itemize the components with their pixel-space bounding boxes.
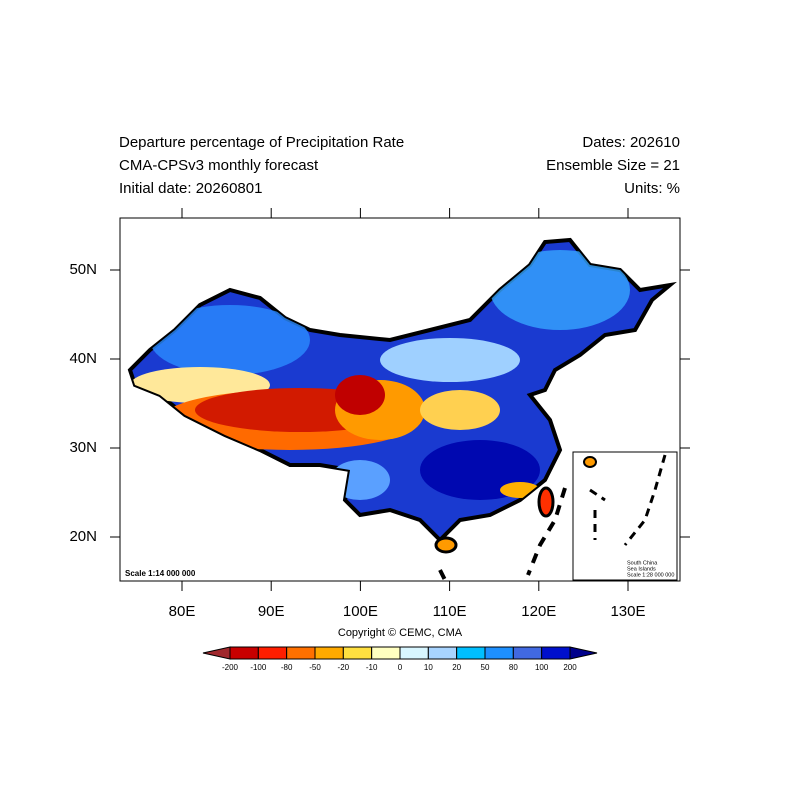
colorbar-label: 80 <box>509 663 518 672</box>
colorbar-label: 20 <box>452 663 461 672</box>
colorbar-box <box>541 646 571 660</box>
colorbar-box <box>371 646 401 660</box>
colorbar-box <box>484 646 514 660</box>
colorbar-box <box>314 646 344 660</box>
lat-label: 30N <box>69 439 97 456</box>
colorbar-label: -200 <box>222 663 239 672</box>
colorbar-box <box>427 646 458 660</box>
title-line: CMA-CPSv3 monthly forecast <box>119 157 319 174</box>
lat-label: 50N <box>69 261 97 278</box>
lon-label: 80E <box>169 603 196 620</box>
colorbar-label: -10 <box>366 663 378 672</box>
scale-text: Scale 1:14 000 000 <box>125 569 196 578</box>
title-line: Initial date: 20260801 <box>119 180 262 197</box>
inset-text: Scale 1:28 000 000 <box>627 572 674 578</box>
inset-island <box>583 456 597 468</box>
colorbar-box <box>286 646 316 660</box>
hainan <box>434 536 458 554</box>
lat-label: 40N <box>69 350 97 367</box>
lat-label: 20N <box>69 528 97 545</box>
inset-text: South China <box>627 560 658 566</box>
copyright: Copyright © CEMC, CMA <box>338 627 463 639</box>
lon-label: 90E <box>258 603 285 620</box>
lon-label: 100E <box>343 603 378 620</box>
inset-dash <box>589 454 667 546</box>
colorbar-box <box>512 646 543 660</box>
colorbar-label: 100 <box>535 663 549 672</box>
lon-label: 110E <box>433 603 467 620</box>
info-line: Ensemble Size = 21 <box>546 157 680 174</box>
colorbar-label: -80 <box>281 663 293 672</box>
title-line: Departure percentage of Precipitation Ra… <box>119 134 404 151</box>
inset-text: Sea Islands <box>627 566 656 572</box>
lon-label: 130E <box>610 603 645 620</box>
colorbar-box <box>229 646 259 660</box>
colorbar-box <box>456 646 486 660</box>
plot-frame <box>119 217 681 582</box>
lon-label: 120E <box>521 603 556 620</box>
colorbar-label: 0 <box>398 663 403 672</box>
colorbar-label: 10 <box>424 663 433 672</box>
colorbar-label: 50 <box>481 663 490 672</box>
colorbar-box <box>257 646 288 660</box>
colorbar-box <box>342 646 373 660</box>
info-line: Units: % <box>624 180 680 197</box>
colorbar-label: -20 <box>338 663 350 672</box>
boundary-dash <box>438 487 567 581</box>
colorbar-label: 200 <box>563 663 577 672</box>
map-field <box>127 237 677 581</box>
taiwan <box>537 486 555 518</box>
colorbar-box <box>399 646 429 660</box>
info-line: Dates: 202610 <box>582 134 680 151</box>
colorbar-triangle <box>569 646 598 660</box>
colorbar-label: -50 <box>309 663 321 672</box>
colorbar-label: -100 <box>250 663 267 672</box>
